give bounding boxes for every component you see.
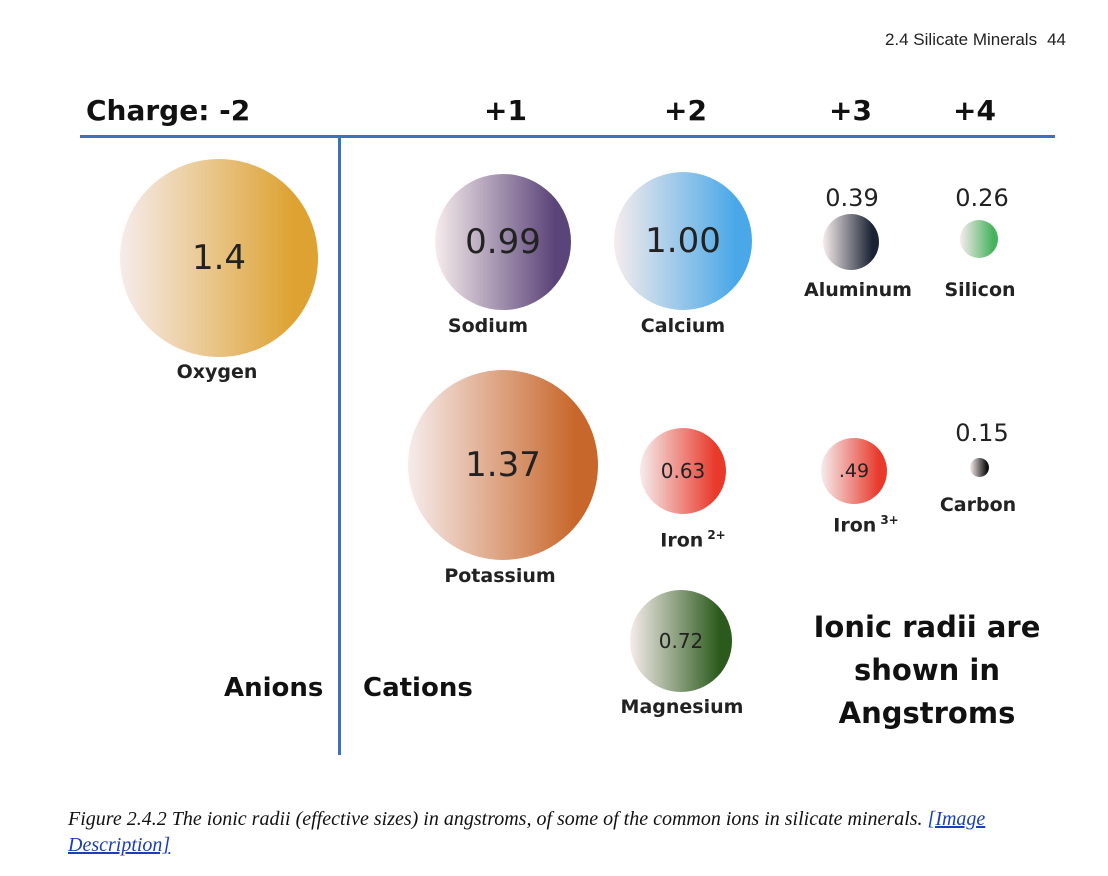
section-title: 2.4 Silicate Minerals [884,30,1038,49]
silicon-label: Silicon [944,279,1016,301]
cations-label: Cations [363,673,473,703]
calcium-radius: 1.00 [645,221,721,261]
iron3-label: Iron 3+ [833,513,898,536]
carbon-ion-circle [970,458,989,477]
magnesium-radius: 0.72 [658,629,704,653]
calcium-label: Calcium [640,315,726,337]
potassium-label: Potassium [444,565,556,587]
iron2-radius: 0.63 [660,459,706,483]
sodium-radius: 0.99 [465,222,541,262]
silicon-radius: 0.26 [955,184,1009,212]
image-description-link[interactable]: [Image Description] [68,808,986,856]
carbon-radius: 0.15 [955,419,1009,447]
header-divider [80,135,1055,138]
calcium-ion-circle: 1.00 [614,172,752,310]
figure-caption: Figure 2.4.2 The ionic radii (effective … [68,806,1058,858]
oxygen-label: Oxygen [176,361,258,383]
charge-plus1-heading: +1 [484,94,527,127]
iron2-label: Iron 2+ [660,528,725,551]
column-divider [338,137,341,755]
oxygen-ion-circle: 1.4 [120,159,318,357]
aluminum-ion-circle [823,214,879,270]
running-header: 2.4 Silicate Minerals 44 [885,30,1066,50]
charge-plus3-heading: +3 [829,94,872,127]
carbon-label: Carbon [939,494,1017,516]
potassium-ion-circle: 1.37 [408,370,598,560]
caption-text: Figure 2.4.2 The ionic radii (effective … [68,808,923,830]
iron2-name: Iron [660,529,704,552]
aluminum-radius: 0.39 [825,184,879,212]
page-number: 44 [1047,30,1066,49]
charge-plus2-heading: +2 [664,94,707,127]
iron2-ion-circle: 0.63 [640,428,726,514]
magnesium-ion-circle: 0.72 [630,590,732,692]
sodium-label: Sodium [447,315,529,337]
iron3-radius: .49 [838,460,870,482]
anions-label: Anions [224,673,324,703]
silicon-ion-circle [960,220,998,258]
charge-minus2-heading: Charge: -2 [86,94,251,127]
iron3-name: Iron [833,514,877,537]
magnesium-label: Magnesium [620,696,744,718]
sodium-ion-circle: 0.99 [435,174,571,310]
oxygen-radius: 1.4 [191,238,247,278]
iron2-charge: 2+ [707,528,726,542]
units-note: Ionic radii are shown in Angstroms [813,610,1041,730]
charge-plus4-heading: +4 [953,94,996,127]
aluminum-label: Aluminum [804,279,912,301]
iron3-charge: 3+ [880,513,899,527]
iron3-ion-circle: .49 [821,438,887,504]
potassium-radius: 1.37 [465,445,541,485]
